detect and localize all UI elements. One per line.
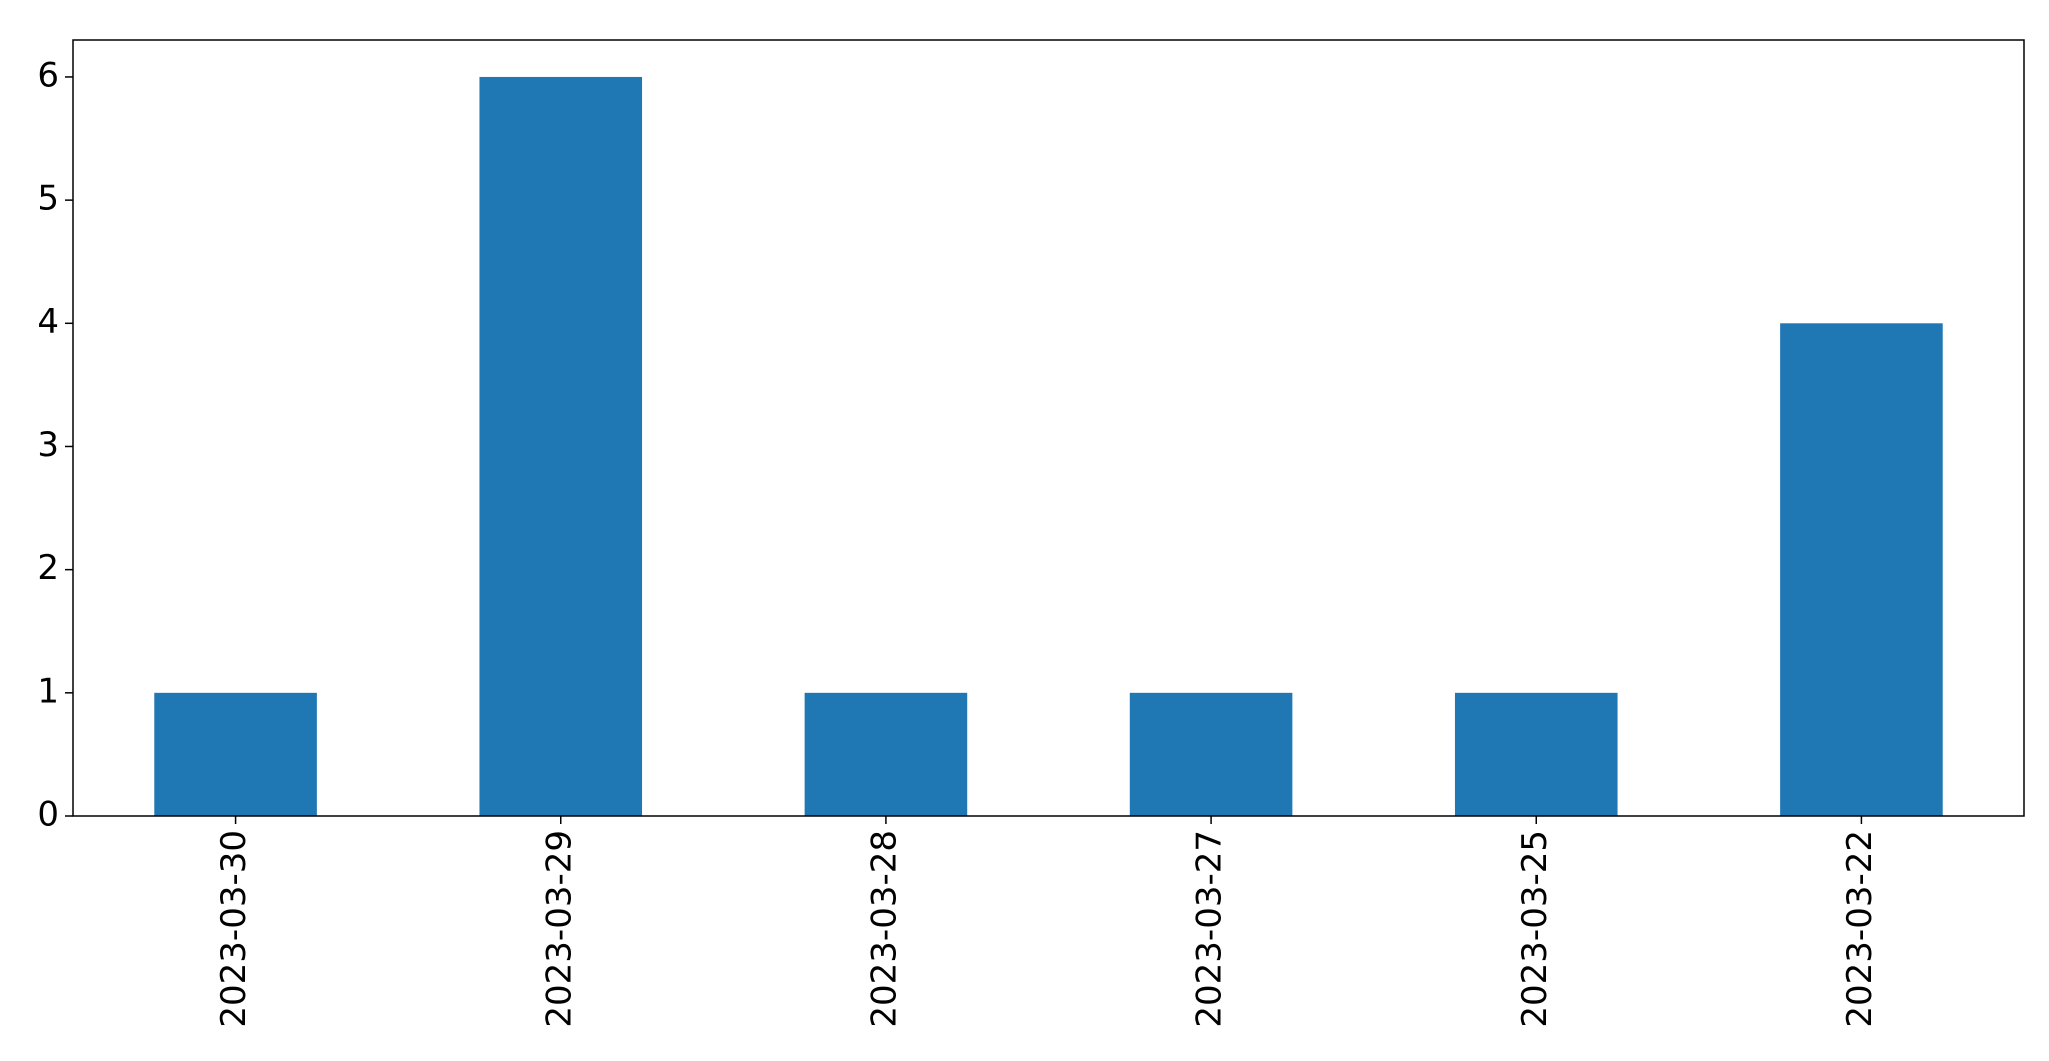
y-tick-label: 0 xyxy=(37,795,59,835)
x-tick-label: 2023-03-29 xyxy=(539,830,579,1028)
y-tick-label: 5 xyxy=(37,179,59,219)
bar-2023-03-29 xyxy=(479,76,643,816)
bar-2023-03-25 xyxy=(1454,692,1618,816)
x-tick-label: 2023-03-22 xyxy=(1840,830,1880,1028)
bar-2023-03-30 xyxy=(154,692,317,816)
y-tick-label: 2 xyxy=(37,548,59,588)
x-axis: 2023-03-30 2023-03-29 2023-03-28 2023-03-27… xyxy=(214,816,1880,1028)
x-tick-label: 2023-03-30 xyxy=(214,830,254,1028)
y-axis: 0 1 2 3 4 5 6 xyxy=(37,55,73,835)
y-tick-label: 3 xyxy=(37,425,59,465)
y-tick-label: 1 xyxy=(37,671,59,711)
bar-2023-03-27 xyxy=(1129,692,1293,816)
y-tick-label: 4 xyxy=(37,302,59,342)
plot-area-frame xyxy=(72,39,2025,817)
bar-2023-03-22 xyxy=(1780,323,1943,816)
x-tick-label: 2023-03-27 xyxy=(1190,830,1230,1028)
x-tick-label: 2023-03-28 xyxy=(864,830,904,1028)
x-tick-label: 2023-03-25 xyxy=(1515,830,1555,1028)
y-tick-label: 6 xyxy=(37,55,59,95)
bars-layer xyxy=(154,76,1943,816)
bar-2023-03-28 xyxy=(804,692,968,816)
